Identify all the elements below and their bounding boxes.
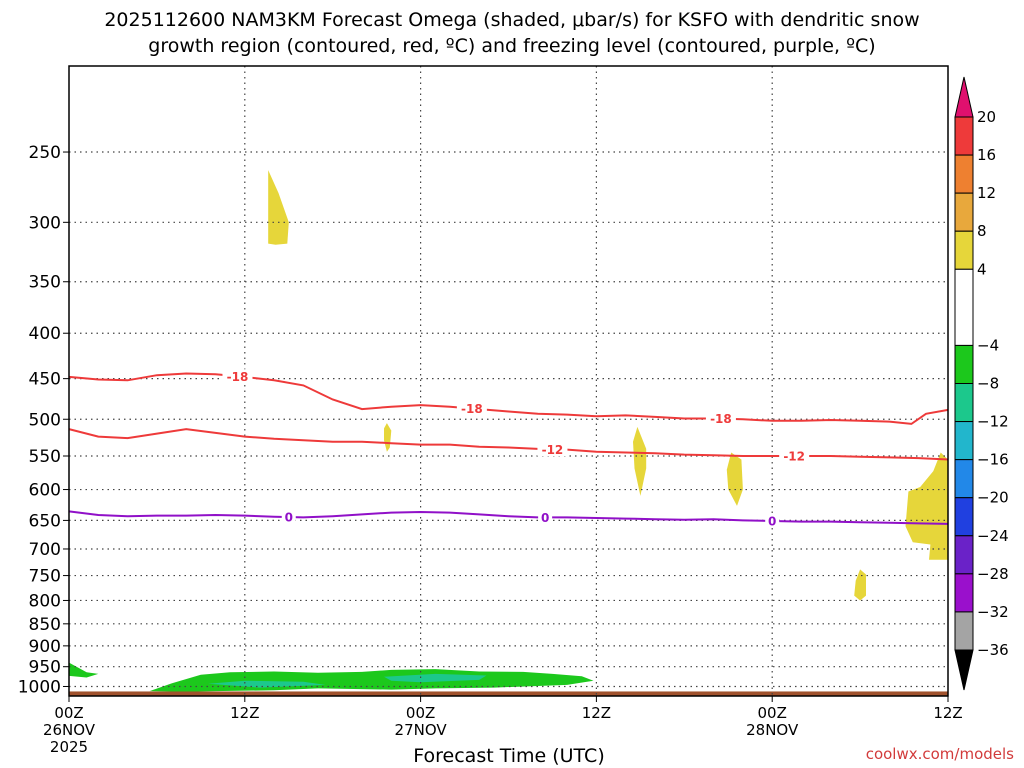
colorbar-label-6: −4: [977, 336, 999, 354]
colorbar-label-8: −12: [977, 413, 1009, 431]
contour-3-label-bg-3: [765, 513, 780, 528]
plot-area: -18 -18 -18 -12 -12 0 0 0: [68, 65, 949, 697]
y-tick-label-700: 700: [29, 540, 61, 560]
chart-title-line-2: growth region (contoured, red, ºC) and f…: [148, 35, 875, 57]
colorbar-band-12: [954, 573, 974, 613]
contour-1-label-3: -18: [710, 412, 732, 426]
colorbar-band-4: [954, 230, 974, 270]
contour-3-label-2: 0: [541, 511, 549, 525]
y-tick-label-400: 400: [29, 324, 61, 344]
omega-region-3: [633, 426, 647, 496]
colorbar-label-2: 16: [977, 146, 996, 164]
omega-region-10: [384, 673, 487, 683]
colorbar-band-6: [954, 344, 974, 384]
contour-1-label-1: -18: [227, 370, 249, 384]
colorbar-under-arrow: [954, 649, 974, 691]
colorbar-label-3: 12: [977, 184, 996, 202]
y-tick-label-900: 900: [29, 637, 61, 657]
ground-fill: [69, 691, 948, 696]
omega-region-2: [384, 423, 392, 452]
ground-layer: [69, 691, 948, 696]
y-tick-label-800: 800: [29, 591, 61, 611]
y-tick-label-300: 300: [29, 213, 61, 233]
colorbar-band-9: [954, 459, 974, 499]
contour-3-label-bg-2: [538, 510, 553, 525]
contour-2-label-2: -12: [783, 449, 805, 463]
y-tick-label-750: 750: [29, 567, 61, 587]
isotherm-contours: -18 -18 -18 -12 -12 0 0 0: [68, 369, 949, 528]
colorbar-label-11: −24: [977, 527, 1009, 545]
omega-region-5: [905, 452, 948, 560]
x-tick-label-5-2: 28NOV: [746, 721, 799, 739]
y-tick-label-600: 600: [29, 481, 61, 501]
omega-region-4: [726, 452, 743, 506]
colorbar: 20 16 12 8 4 −4 −8 −12 −16 −20 −24 −28 −32 −36: [954, 76, 1009, 691]
credit-text: coolwx.com/models: [866, 745, 1014, 763]
contour-1-label-bg-3: [705, 411, 736, 426]
colorbar-band-7: [954, 383, 974, 423]
plot-background: [69, 66, 948, 696]
contour-3-label-bg-1: [281, 510, 296, 525]
x-tick-label-4-1: 12Z: [582, 704, 611, 722]
colorbar-band-5: [954, 268, 974, 346]
x-tick-label-6-1: 12Z: [933, 704, 962, 722]
y-tick-label-500: 500: [29, 410, 61, 430]
plot-frame: [68, 65, 949, 697]
contour-3-label-3: 0: [768, 514, 776, 528]
contour-1-label-bg-1: [222, 369, 253, 384]
y-tick-label-450: 450: [29, 370, 61, 390]
x-tick-label-3-1: 00Z: [406, 704, 435, 722]
y-tick-label-550: 550: [29, 447, 61, 467]
chart-title-line-1: 2025112600 NAM3KM Forecast Omega (shaded…: [104, 9, 919, 31]
colorbar-band-13: [954, 611, 974, 651]
colorbar-band-8: [954, 421, 974, 461]
grid-lines: [69, 66, 948, 696]
y-axis: 2503003504004505005506006507007508008509…: [18, 143, 69, 697]
colorbar-label-7: −8: [977, 375, 999, 393]
contour-2-label-bg-1: [537, 442, 568, 457]
omega-region-1: [268, 170, 289, 245]
x-tick-label-5-1: 00Z: [758, 704, 787, 722]
contour-3-label-1: 0: [285, 511, 293, 525]
colorbar-label-10: −20: [977, 489, 1009, 507]
colorbar-band-10: [954, 497, 974, 537]
colorbar-label-1: 20: [977, 108, 996, 126]
colorbar-label-9: −16: [977, 451, 1009, 469]
omega-region-7: [69, 662, 99, 678]
contour-2-label-bg-2: [779, 448, 810, 463]
omega-region-9: [208, 680, 326, 688]
x-tick-label-1-2: 26NOV: [43, 721, 96, 739]
contour-1-label-2: -18: [461, 402, 483, 416]
y-tick-label-1000: 1000: [18, 677, 61, 697]
x-tick-label-2-1: 12Z: [230, 704, 259, 722]
colorbar-band-3: [954, 192, 974, 232]
x-axis-label: Forecast Time (UTC): [413, 745, 604, 767]
y-tick-label-250: 250: [29, 143, 61, 163]
y-tick-label-350: 350: [29, 273, 61, 293]
contour-1-line: [68, 372, 949, 425]
colorbar-band-11: [954, 535, 974, 575]
colorbar-band-2: [954, 154, 974, 194]
y-tick-label-850: 850: [29, 615, 61, 635]
y-tick-label-950: 950: [29, 658, 61, 678]
colorbar-label-12: −28: [977, 565, 1009, 583]
colorbar-label-5: 4: [977, 260, 987, 278]
x-tick-label-1-1: 00Z: [54, 704, 83, 722]
colorbar-over-arrow: [954, 76, 974, 118]
omega-region-6: [854, 569, 866, 601]
contour-3-line: [68, 510, 949, 525]
y-tick-label-650: 650: [29, 511, 61, 531]
x-tick-label-1-3: 2025: [50, 738, 88, 756]
colorbar-label-14: −36: [977, 641, 1009, 659]
contour-2-label-1: -12: [542, 443, 564, 457]
colorbar-label-4: 8: [977, 222, 987, 240]
contour-1-label-bg-2: [456, 401, 487, 416]
x-tick-label-3-2: 27NOV: [395, 721, 448, 739]
colorbar-band-1: [954, 116, 974, 156]
colorbar-label-13: −32: [977, 603, 1009, 621]
